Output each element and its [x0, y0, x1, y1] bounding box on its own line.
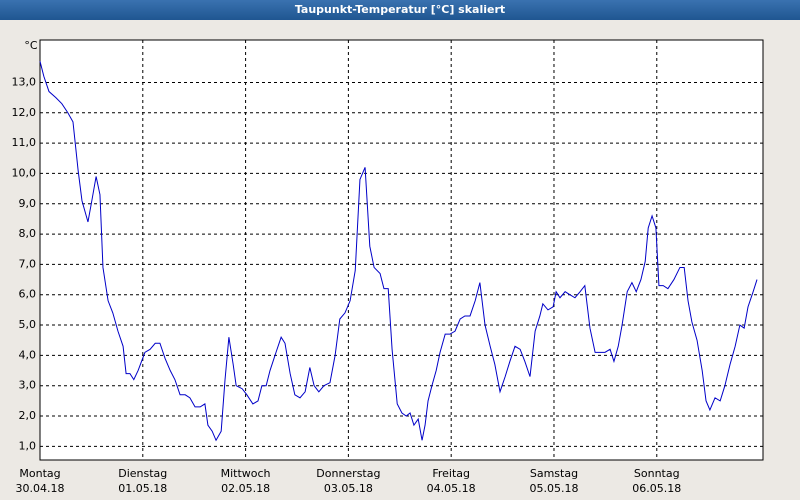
x-tick-label: Samstag 05.05.18 [529, 467, 579, 495]
window-title: Taupunkt-Temperatur [°C] skaliert [0, 0, 800, 20]
y-tick-label: 7,0 [19, 257, 37, 270]
x-tick-label: Donnerstag 03.05.18 [316, 467, 381, 495]
y-tick-label: 4,0 [19, 348, 37, 361]
x-tick-label: Freitag 04.05.18 [426, 467, 476, 495]
y-tick-label: 9,0 [19, 197, 37, 210]
y-tick-label: 1,0 [19, 439, 37, 452]
data-line [39, 61, 758, 442]
y-tick-label: 8,0 [19, 227, 37, 240]
x-tick-label: Mittwoch 02.05.18 [220, 467, 271, 495]
y-tick-label: 3,0 [19, 379, 37, 392]
y-tick-label: 6,0 [19, 288, 37, 301]
y-tick-label: 5,0 [19, 318, 37, 331]
plot-area [40, 40, 763, 460]
x-tick-label: Dienstag 01.05.18 [118, 467, 168, 495]
y-tick-label: 10,0 [12, 166, 37, 179]
x-tick-label: Montag 30.04.18 [15, 467, 65, 495]
plot-border [39, 39, 764, 461]
y-unit: °C [24, 39, 38, 52]
y-tick-label: 12,0 [12, 106, 37, 119]
y-tick-label: 13,0 [12, 75, 37, 88]
y-tick-label: 2,0 [19, 409, 37, 422]
y-tick-label: 11,0 [12, 136, 37, 149]
x-tick-label: Sonntag 06.05.18 [632, 467, 682, 495]
